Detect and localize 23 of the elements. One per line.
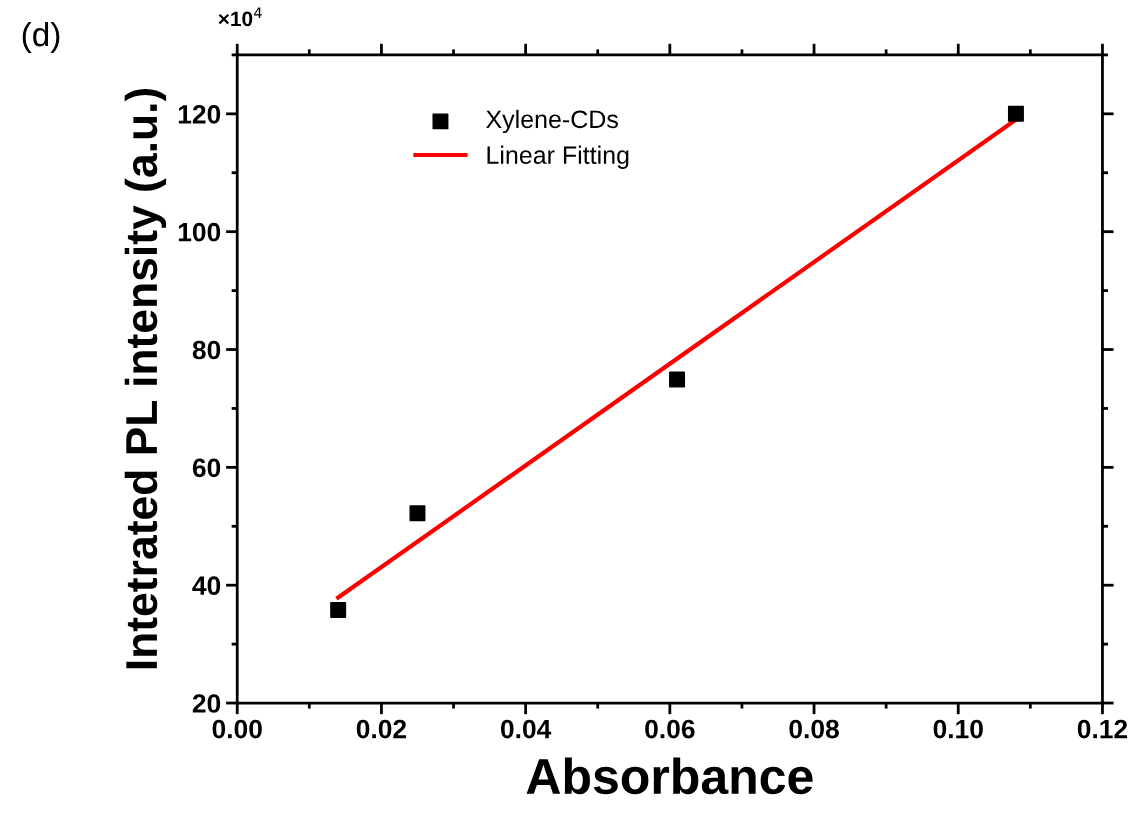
legend-label: Linear Fitting [487,145,629,169]
x-tick-label: 0.08 [789,719,839,739]
point [1007,105,1024,122]
text: ×10$^{4}$ [218,7,262,27]
x-tick-label: 0.00 [212,719,262,739]
x-tick-label: 0.12 [1077,719,1128,739]
y-tick-label: 80 [192,340,221,360]
y-tick-label: 20 [192,694,221,713]
x-axis-title: Absorbance [526,757,813,795]
text: (d) [22,21,60,53]
x-tick-label: 0.10 [933,719,983,739]
y-tick-label: 120 [178,104,221,124]
point [409,505,426,522]
point [669,371,686,388]
x-tick-label: 0.04 [501,719,552,739]
y-axis-title: Intetrated PL intensity (a.u.) [124,88,167,669]
x-tick-label: 0.06 [645,719,695,739]
x-tick-label: 0.02 [356,719,407,739]
y-tick-label: 60 [192,458,221,478]
legend-label: Xylene-CDs [486,109,618,134]
y-tick-label: 100 [178,222,221,242]
y-tick-label: 40 [192,576,221,596]
point [330,601,347,618]
